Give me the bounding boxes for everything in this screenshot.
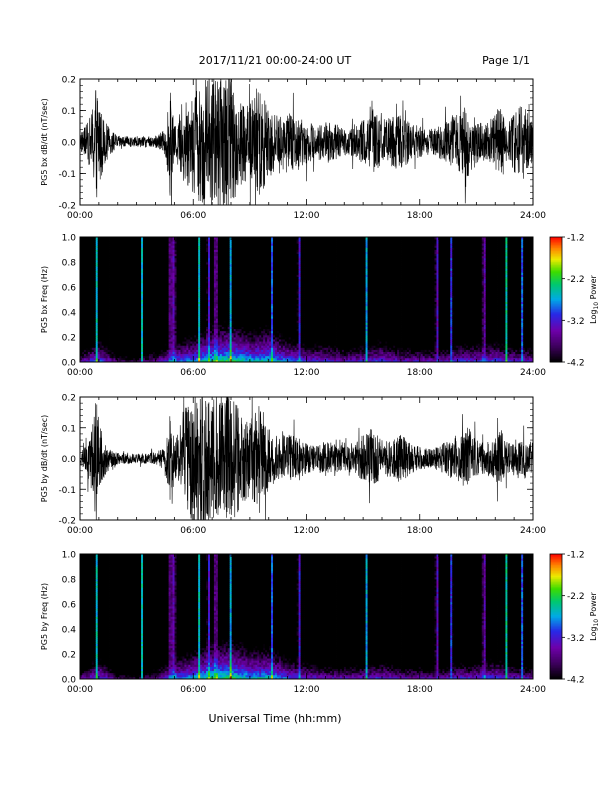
colorbar-tick-label: -1.2: [567, 551, 585, 561]
y-tick-label: 0.4: [62, 309, 77, 319]
y-axis-label: PG5 by dB/dt (nT/sec): [40, 415, 49, 502]
y-tick-label: 0.8: [62, 259, 77, 269]
x-tick-label: 06:00: [180, 685, 206, 695]
colorbar-label: Log10 Power: [589, 591, 600, 640]
header-date-range: 2017/11/21 00:00-24:00 UT: [199, 54, 352, 67]
colorbar-tick-label: -2.2: [567, 275, 585, 285]
x-tick-label: 18:00: [407, 685, 433, 695]
y-tick-label: 0.1: [62, 107, 76, 117]
by-spectrogram-panel: -1.2 -2.2 -3.2 -4.2 Log10 Power 00:00 06:00 12:…: [40, 551, 600, 696]
y-tick-label: 0.2: [62, 76, 76, 86]
y-tick-label: 0.1: [62, 424, 76, 434]
y-tick-label: 0.8: [62, 576, 77, 586]
colorbar: -1.2 -2.2 -3.2 -4.2 Log10 Power: [549, 234, 600, 369]
header-page-number: Page 1/1: [482, 54, 530, 67]
y-tick-label: 0.6: [62, 284, 77, 294]
by-dbdt-panel: 00:00 06:00 12:00 18:00 24:00 -0.2 -0.1 0.0 0.1 0…: [40, 394, 546, 537]
x-tick-label: 00:00: [67, 526, 93, 536]
x-tick-label: 06:00: [180, 368, 206, 378]
x-tick-label: 00:00: [67, 211, 93, 221]
y-tick-label: -0.2: [58, 517, 76, 527]
x-tick-label: 24:00: [520, 685, 546, 695]
colorbar-label: Log10 Power: [589, 274, 600, 323]
y-tick-label: -0.1: [58, 170, 76, 180]
dbdt-trace: [80, 79, 533, 205]
x-tick-label: 12:00: [294, 526, 320, 536]
y-tick-label: 0.6: [62, 601, 77, 611]
x-tick-label: 24:00: [520, 368, 546, 378]
x-tick-label: 12:00: [294, 211, 320, 221]
x-tick-label: 00:00: [67, 685, 93, 695]
dbdt-trace: [80, 397, 533, 520]
x-tick-label: 06:00: [180, 526, 206, 536]
x-tick-label: 12:00: [294, 368, 320, 378]
bx-dbdt-panel: 00:00 06:00 12:00 18:00 24:00 -0.2 -0.1 0.0 0.1 0…: [40, 76, 546, 222]
colorbar-tick-label: -4.2: [567, 676, 585, 686]
y-tick-label: 0.0: [62, 359, 77, 369]
y-tick-label: 0.2: [62, 651, 76, 661]
x-tick-label: 24:00: [520, 211, 546, 221]
y-tick-label: 1.0: [62, 551, 77, 561]
colorbar: -1.2 -2.2 -3.2 -4.2 Log10 Power: [549, 551, 600, 686]
x-tick-label: 18:00: [407, 211, 433, 221]
x-tick-label: 18:00: [407, 526, 433, 536]
y-tick-label: -0.1: [58, 486, 76, 496]
y-tick-label: 0.0: [62, 455, 77, 465]
colorbar-tick-label: -3.2: [567, 634, 585, 644]
x-tick-label: 00:00: [67, 368, 93, 378]
colorbar-tick-label: -1.2: [567, 234, 585, 244]
bx-spectrogram-panel: -1.2 -2.2 -3.2 -4.2 Log10 Power 00:00 06:00 12:…: [40, 234, 600, 379]
x-tick-label: 12:00: [294, 685, 320, 695]
spectrogram-cells: [80, 237, 533, 362]
colorbar-tick-label: -4.2: [567, 359, 585, 369]
y-tick-label: 0.0: [62, 676, 77, 686]
y-tick-label: 0.2: [62, 394, 76, 404]
x-axis-label: Universal Time (hh:mm): [209, 712, 342, 725]
y-tick-label: -0.2: [58, 202, 76, 212]
x-tick-label: 24:00: [520, 526, 546, 536]
spectrogram-cells: [80, 554, 533, 679]
x-tick-label: 18:00: [407, 368, 433, 378]
x-tick-label: 06:00: [180, 211, 206, 221]
y-axis-label: PG5 bx dB/dt (nT/sec): [40, 98, 49, 185]
y-tick-label: 1.0: [62, 234, 77, 244]
colorbar-tick-label: -3.2: [567, 317, 585, 327]
colorbar-tick-label: -2.2: [567, 592, 585, 602]
y-tick-label: 0.2: [62, 334, 76, 344]
y-tick-label: 0.4: [62, 626, 77, 636]
y-axis-label: PG5 bx Freq (Hz): [40, 266, 49, 333]
y-tick-label: 0.0: [62, 139, 77, 149]
y-axis-label: PG5 by Freq (Hz): [40, 583, 49, 650]
